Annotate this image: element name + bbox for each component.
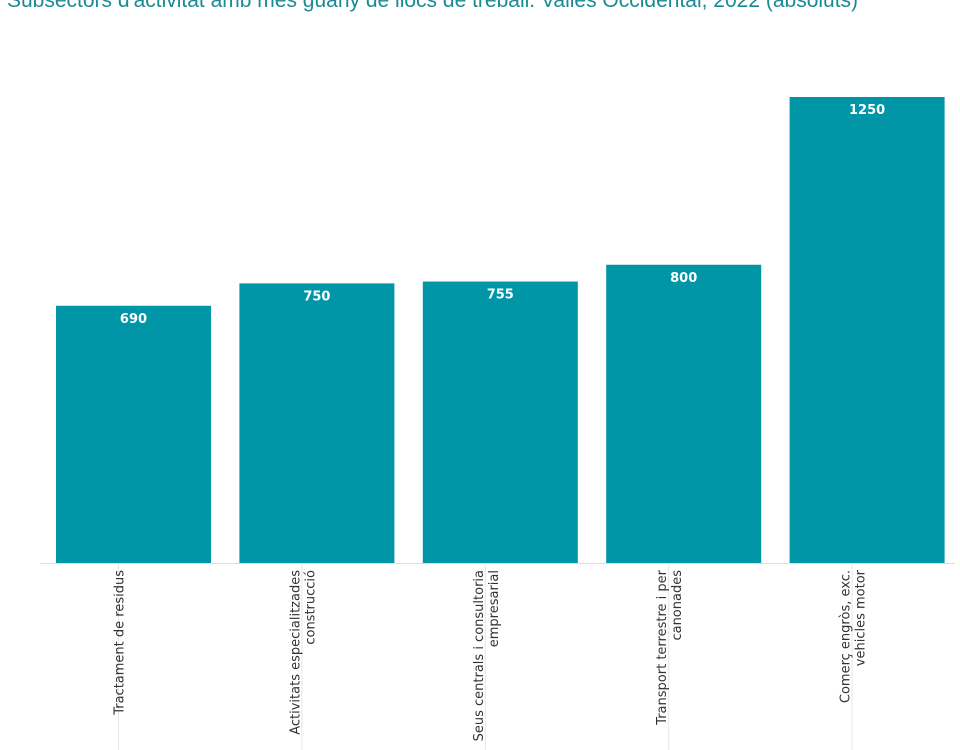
x-tick-label-line: Tractament de residus bbox=[113, 570, 128, 716]
bar[interactable] bbox=[606, 264, 762, 563]
x-tick-label: Tractament de residus bbox=[113, 570, 128, 716]
x-tick-label-line: Activitats especialitzades bbox=[288, 570, 303, 735]
bar[interactable] bbox=[422, 281, 578, 563]
x-tick-label-line: empresarial bbox=[487, 570, 502, 647]
x-tick-label-line: Seus centrals i consultoria bbox=[472, 570, 487, 741]
bar[interactable] bbox=[56, 305, 211, 563]
bar-value-label: 690 bbox=[120, 312, 147, 327]
x-tick-label-line: Transport terrestre i per bbox=[655, 569, 670, 725]
bar-value-label: 755 bbox=[487, 288, 514, 303]
x-tick-label-line: construcció bbox=[303, 570, 318, 645]
bar-value-label: 750 bbox=[303, 289, 330, 304]
chart-title: Subsectors d'activitat amb més guany de … bbox=[7, 0, 859, 12]
bar-value-label: 800 bbox=[670, 271, 697, 286]
x-tick-label: Comerç engròs, exc.vehicles motor bbox=[839, 569, 869, 703]
x-tick-label-line: canonades bbox=[670, 570, 685, 641]
bar[interactable] bbox=[789, 97, 945, 563]
bar-value-label: 1250 bbox=[849, 103, 885, 118]
x-tick-label: Transport terrestre i percanonades bbox=[655, 569, 685, 725]
x-tick-label-line: vehicles motor bbox=[854, 569, 869, 666]
x-tick-label-line: Comerç engròs, exc. bbox=[839, 570, 854, 703]
x-tick-label: Activitats especialitzadesconstrucció bbox=[288, 570, 318, 735]
bar[interactable] bbox=[239, 283, 395, 563]
x-tick-label: Seus centrals i consultoriaempresarial bbox=[472, 570, 502, 741]
